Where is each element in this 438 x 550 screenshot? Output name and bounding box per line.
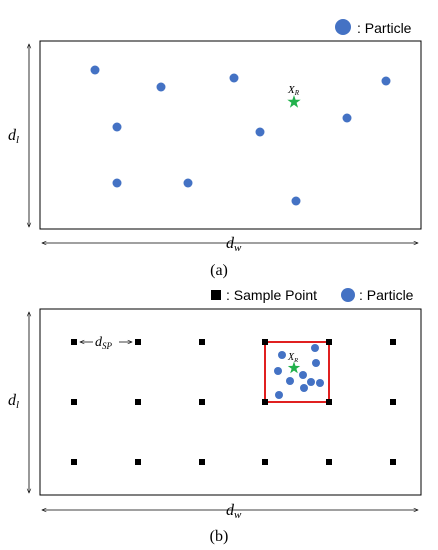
- sample-point: [135, 399, 141, 405]
- sample-point: [199, 339, 205, 345]
- panel-a-legend: : Particle: [335, 19, 412, 36]
- legend-particle-marker: [341, 288, 355, 302]
- panel-b-target: XR: [287, 352, 301, 374]
- panel-b-height-dimension: dl: [8, 312, 29, 493]
- particle: [255, 127, 265, 137]
- panel-b-spacing-dimension: dSP: [80, 333, 132, 351]
- dim-height-label: dl: [8, 392, 19, 411]
- sample-point: [390, 399, 396, 405]
- particle: [278, 351, 286, 359]
- target-label: XR: [287, 84, 300, 97]
- sample-point: [262, 459, 268, 465]
- particle: [286, 377, 294, 385]
- panel-a-particles: [90, 65, 391, 206]
- sample-point: [135, 339, 141, 345]
- panel-a-height-dimension: dl: [8, 44, 29, 227]
- particle: [229, 73, 239, 83]
- sample-point: [71, 399, 77, 405]
- panel-b-sample-points: [71, 339, 396, 465]
- target-label: XR: [287, 352, 298, 364]
- panel-a-target: XR: [287, 84, 301, 108]
- panel-a-frame: [39, 40, 422, 230]
- particle: [316, 379, 324, 387]
- sample-point: [199, 459, 205, 465]
- panel-b-width-dimension: dw: [42, 502, 418, 521]
- target-star-icon: [287, 361, 301, 374]
- particle: [312, 359, 320, 367]
- dim-height-label: dl: [8, 127, 19, 146]
- panel-a-caption: (a): [210, 262, 228, 279]
- sample-point: [199, 399, 205, 405]
- panel-b: : Sample Point : Particle: [8, 287, 422, 545]
- particle: [300, 384, 308, 392]
- particle: [342, 113, 352, 123]
- particle: [112, 178, 122, 188]
- dim-width-label: dw: [226, 235, 242, 254]
- legend-sample-point-label: : Sample Point: [226, 287, 317, 303]
- sample-point: [326, 459, 332, 465]
- particle: [275, 391, 283, 399]
- spacing-label: dSP: [95, 335, 113, 351]
- panel-b-particles: [274, 344, 324, 399]
- dim-width-label: dw: [226, 502, 242, 521]
- legend-sample-point-marker: [211, 290, 221, 300]
- panel-b-frame: [39, 308, 422, 496]
- particle: [183, 178, 193, 188]
- legend-particle-label: : Particle: [357, 20, 412, 36]
- sample-point: [390, 459, 396, 465]
- legend-particle-marker: [335, 19, 351, 35]
- sample-point: [135, 459, 141, 465]
- panel-a-width-dimension: dw: [42, 235, 418, 254]
- particle: [274, 367, 282, 375]
- legend-particle-label: : Particle: [359, 287, 414, 303]
- particle: [299, 371, 307, 379]
- sample-point: [390, 339, 396, 345]
- highlight-box: [264, 341, 330, 403]
- particle: [156, 82, 166, 92]
- particle: [90, 65, 100, 75]
- particle: [291, 196, 301, 206]
- panel-b-legend: : Sample Point : Particle: [211, 287, 414, 303]
- panel-b-caption: (b): [210, 528, 229, 545]
- particle: [381, 76, 391, 86]
- particle: [112, 122, 122, 132]
- particle: [311, 344, 319, 352]
- sample-point: [71, 459, 77, 465]
- sample-point: [71, 339, 77, 345]
- target-star-icon: [287, 95, 301, 108]
- panel-a: : Particle XR dl: [8, 19, 422, 279]
- particle: [307, 378, 315, 386]
